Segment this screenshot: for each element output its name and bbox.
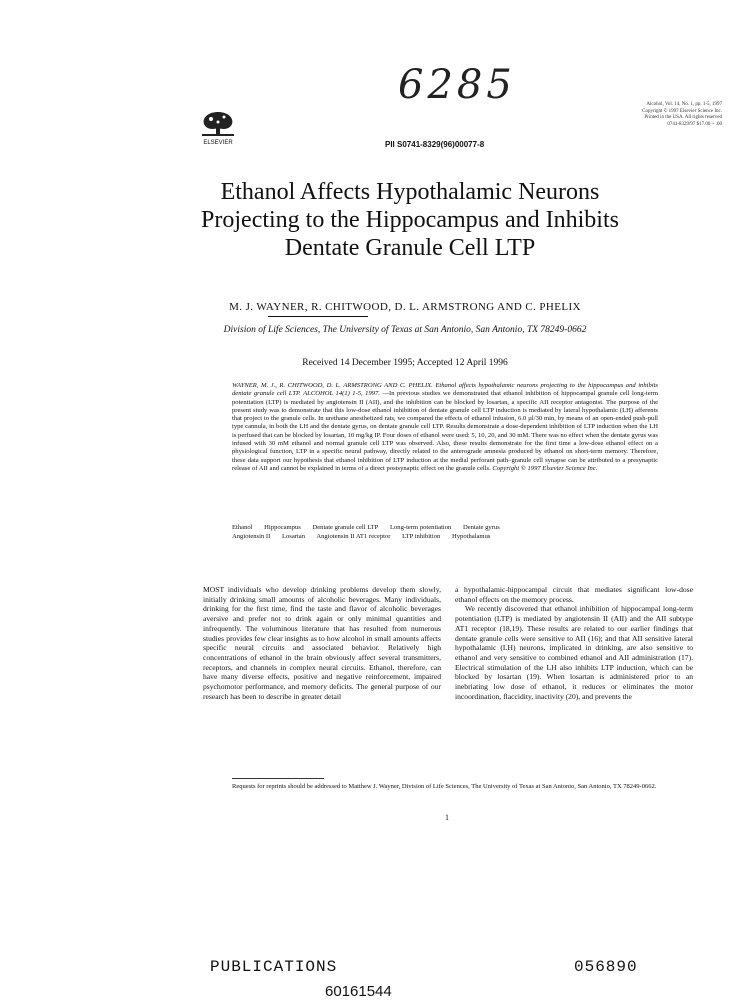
journal-info: Alcohol, Vol. 14, No. 1, pp. 1-5, 1997 C… <box>597 102 722 128</box>
body-paragraph: We recently discovered that ethanol inhi… <box>455 604 693 701</box>
abstract-copyright: Copyright © 1997 Elsevier Science Inc. <box>492 464 598 472</box>
keyword: Long-term potentiation <box>389 524 452 531</box>
keywords-line-2: Angiotensin II Losartan Angiotensin II A… <box>232 532 658 541</box>
journal-info-line: Alcohol, Vol. 14, No. 1, pp. 1-5, 1997 <box>646 102 722 107</box>
tree-logo-icon <box>196 108 240 138</box>
keyword: Hippocampus <box>264 524 301 531</box>
document-id: 60161544 <box>325 983 392 1000</box>
body-column-right: a hypothalamic-hippocampal circuit that … <box>455 585 693 701</box>
stamp-publications: PUBLICATIONS <box>210 958 338 976</box>
page-number: 1 <box>445 813 449 822</box>
journal-info-line: 0741-8329/97 $17.00 + .00 <box>667 121 722 127</box>
keyword: Dentate gyrus <box>462 524 500 531</box>
keyword: Ethanol <box>232 524 253 531</box>
abstract: WAYNER, M. J., R. CHITWOOD, D. L. ARMSTR… <box>232 382 658 473</box>
keyword: Angiotensin II AT1 receptor <box>316 533 391 540</box>
abstract-citation: WAYNER, M. J., R. CHITWOOD, D. L. ARMSTR… <box>232 382 658 398</box>
keywords-line-1: Ethanol Hippocampus Dentate granule cell… <box>232 523 658 532</box>
keyword: Dentate granule cell LTP <box>312 524 379 531</box>
pii-code: PII S0741-8329(96)00077-8 <box>385 140 485 149</box>
keyword: Angiotensin II <box>232 533 271 540</box>
body-paragraph: MOST individuals who develop drinking pr… <box>203 585 441 701</box>
abstract-body: —In previous studies we demonstrated tha… <box>232 390 658 472</box>
journal-info-line: Copyright © 1997 Elsevier Science Inc. <box>642 108 722 114</box>
keyword: Losartan <box>281 533 306 540</box>
handwritten-number: 6285 <box>398 62 516 108</box>
elsevier-logo: ELSEVIER <box>196 108 240 146</box>
author-underline <box>268 316 368 317</box>
keyword: Hypothalamus <box>451 533 491 540</box>
body-paragraph: a hypothalamic-hippocampal circuit that … <box>455 585 693 604</box>
author-list: M. J. WAYNER, R. CHITWOOD, D. L. ARMSTRO… <box>229 301 581 313</box>
article-title: Ethanol Affects Hypothalamic Neurons Pro… <box>201 179 619 261</box>
footnote: Requests for reprints should be addresse… <box>232 783 657 790</box>
journal-info-line: Printed in the USA. All rights reserved <box>644 115 722 120</box>
affiliation: Division of Life Sciences, The Universit… <box>223 325 587 335</box>
footnote-rule <box>232 778 324 779</box>
received-dates: Received 14 December 1995; Accepted 12 A… <box>302 358 508 368</box>
keyword: LTP inhibition <box>402 533 441 540</box>
stamp-number: 056890 <box>574 958 638 976</box>
logo-text: ELSEVIER <box>203 140 233 146</box>
keywords: Ethanol Hippocampus Dentate granule cell… <box>232 523 658 541</box>
body-column-left: MOST individuals who develop drinking pr… <box>203 585 441 701</box>
